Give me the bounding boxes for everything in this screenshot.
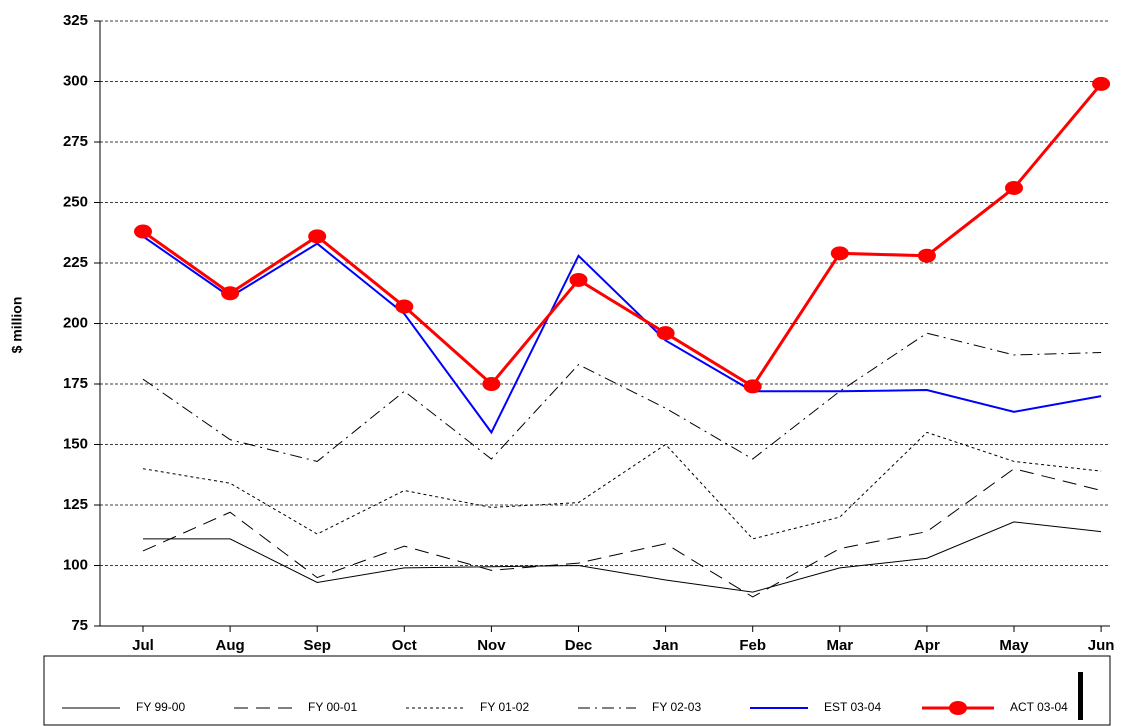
marker xyxy=(569,272,588,287)
y-tick-label: 250 xyxy=(63,193,88,210)
legend-label: EST 03-04 xyxy=(824,700,881,714)
y-tick-label: 150 xyxy=(63,435,88,452)
x-tick-label: Jun xyxy=(1088,637,1115,654)
legend-label: ACT 03-04 xyxy=(1010,700,1068,714)
marker xyxy=(1092,76,1111,91)
x-tick-label: Jul xyxy=(132,637,154,654)
y-axis-label: $ million xyxy=(9,297,25,354)
legend-marker xyxy=(949,701,967,715)
y-tick-label: 125 xyxy=(63,496,88,513)
marker xyxy=(308,229,327,244)
x-tick-label: Feb xyxy=(739,637,766,654)
x-tick-label: Apr xyxy=(914,637,940,654)
series-line xyxy=(143,521,1102,593)
marker xyxy=(743,379,762,394)
legend-label: FY 00-01 xyxy=(308,700,357,714)
marker xyxy=(482,377,501,391)
series-line xyxy=(142,468,1102,598)
series-line xyxy=(142,235,1102,435)
y-tick-label: 175 xyxy=(63,375,88,392)
marker xyxy=(1005,180,1023,195)
x-tick-label: Aug xyxy=(216,637,245,654)
marker xyxy=(830,246,849,261)
x-tick-label: Nov xyxy=(477,637,506,654)
legend-bar xyxy=(1078,672,1083,720)
y-tick-label: 225 xyxy=(63,254,88,271)
marker xyxy=(917,248,936,263)
x-tick-label: Mar xyxy=(826,637,853,654)
x-tick-label: Jan xyxy=(653,637,679,654)
legend-label: FY 99-00 xyxy=(136,700,185,714)
x-tick-label: Dec xyxy=(565,637,593,654)
y-tick-label: 325 xyxy=(63,12,88,29)
marker xyxy=(221,286,240,301)
y-tick-label: 275 xyxy=(63,133,88,150)
y-tick-label: 200 xyxy=(63,314,88,331)
marker xyxy=(134,224,152,239)
legend-label: FY 01-02 xyxy=(480,700,529,714)
x-tick-label: Oct xyxy=(392,637,417,654)
series-line xyxy=(142,431,1102,540)
y-tick-label: 75 xyxy=(71,617,88,634)
series-line xyxy=(142,82,1103,389)
marker xyxy=(656,326,675,341)
y-tick-label: 100 xyxy=(63,556,88,573)
legend-label: FY 02-03 xyxy=(652,700,701,714)
y-tick-label: 300 xyxy=(63,72,88,89)
marker xyxy=(395,299,414,314)
x-tick-label: Sep xyxy=(303,637,331,654)
x-tick-label: May xyxy=(999,637,1029,654)
legend-box xyxy=(43,655,1111,726)
